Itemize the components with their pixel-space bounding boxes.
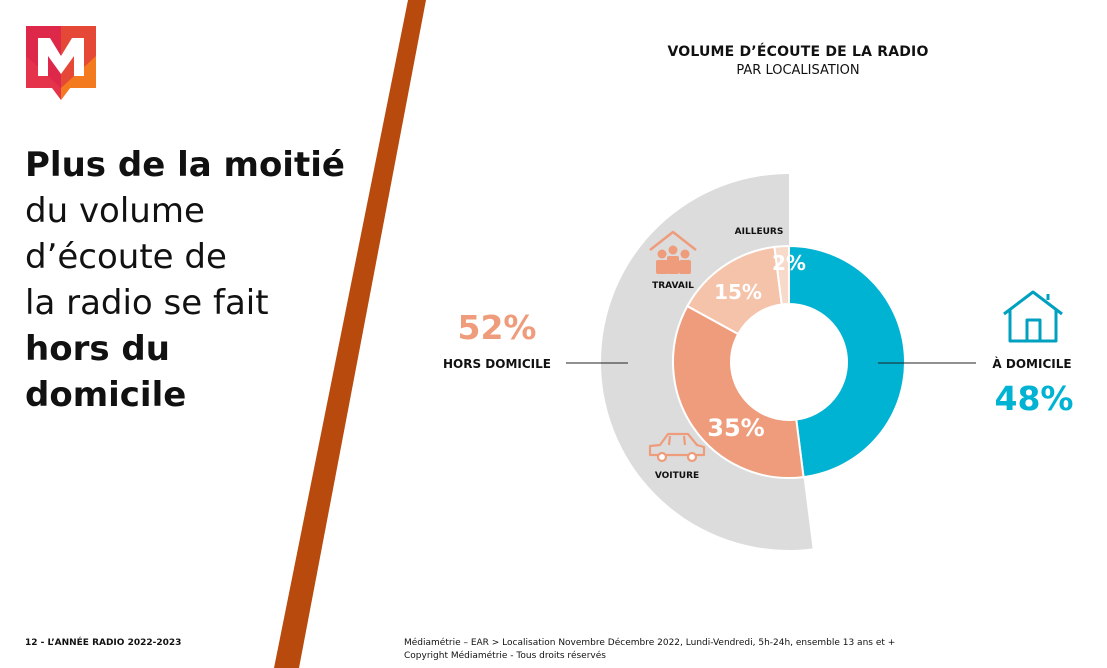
headline-line1: Plus de la moitié <box>25 145 345 185</box>
mediametrie-logo <box>26 26 96 100</box>
source-line1: Médiamétrie – EAR > Localisation Novembr… <box>404 638 896 648</box>
source-line2: Copyright Médiamétrie - Tous droits rése… <box>404 651 606 661</box>
chart-subtitle: PAR LOCALISATION <box>736 63 860 78</box>
voiture-label: VOITURE <box>655 471 699 481</box>
hors-domicile-value: 52% <box>458 308 537 347</box>
headline-line4: la radio se fait <box>25 283 269 323</box>
car-icon <box>648 432 706 463</box>
source-note: Médiamétrie – EAR > Localisation Novembr… <box>404 637 964 663</box>
donut-hole <box>731 304 847 420</box>
headline-line3: d’écoute de <box>25 237 227 277</box>
domicile-label: À DOMICILE <box>992 356 1071 371</box>
hors-domicile-label: HORS DOMICILE <box>443 357 551 371</box>
headline-line6: domicile <box>25 375 187 415</box>
house-icon <box>1003 290 1063 343</box>
office-workers-icon <box>649 230 697 274</box>
travail-label: TRAVAIL <box>652 281 694 291</box>
voiture-value: 35% <box>707 414 764 442</box>
ailleurs-value: 2% <box>772 251 806 275</box>
travail-value: 15% <box>714 280 762 304</box>
headline-line5: hors du <box>25 329 170 369</box>
headline-line2: du volume <box>25 191 205 231</box>
headline: Plus de la moitié du volume d’écoute de … <box>25 142 355 418</box>
ailleurs-label: AILLEURS <box>735 227 784 237</box>
page-number: 12 - L’ANNÉE RADIO 2022-2023 <box>25 638 182 648</box>
chart-title: VOLUME D’ÉCOUTE DE LA RADIO <box>667 44 929 60</box>
domicile-value: 48% <box>995 379 1074 418</box>
